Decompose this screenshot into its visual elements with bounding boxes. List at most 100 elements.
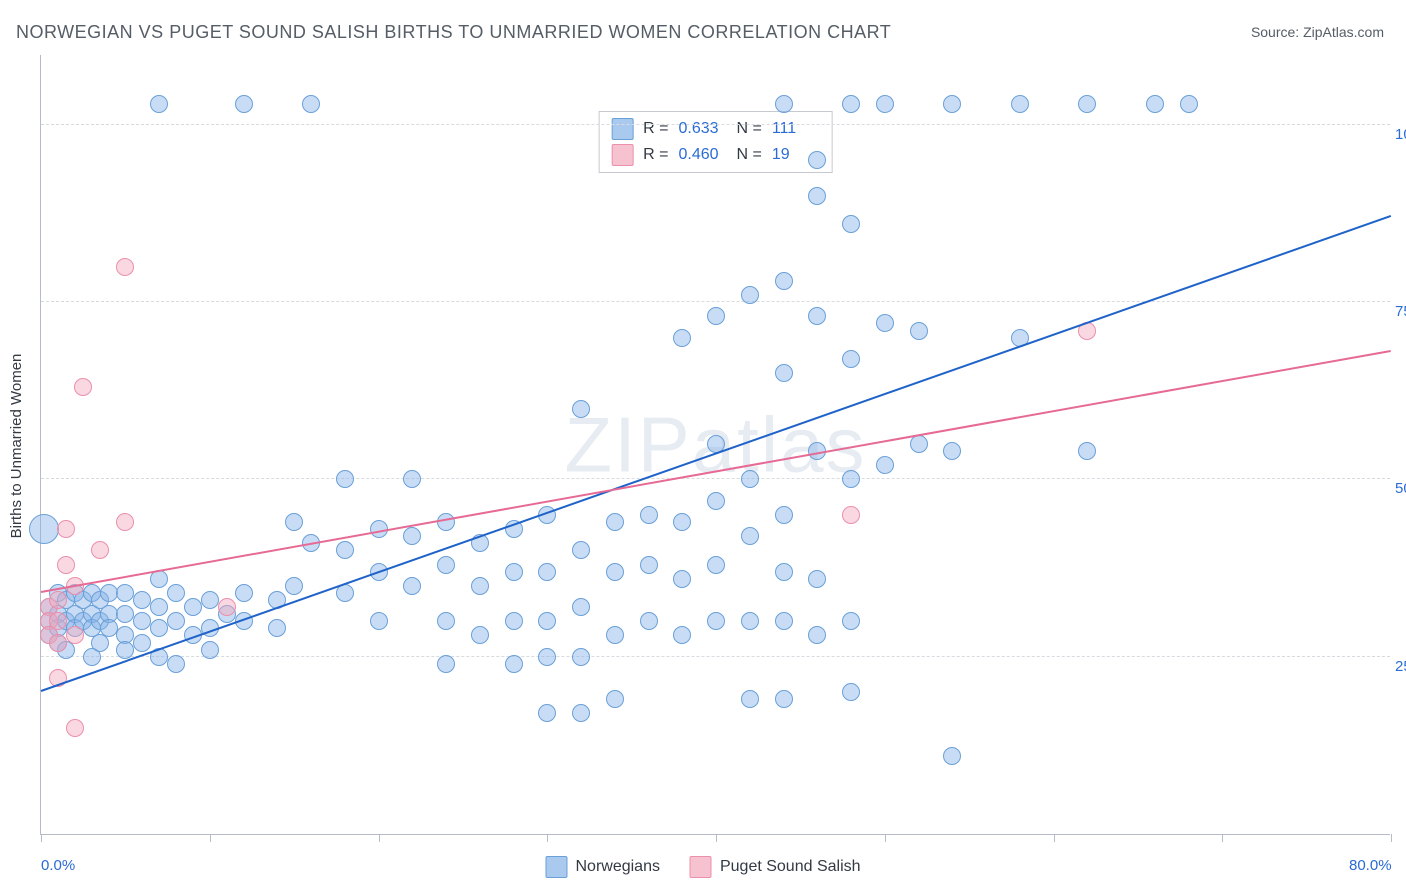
data-point <box>808 187 826 205</box>
data-point <box>201 641 219 659</box>
chart-title: NORWEGIAN VS PUGET SOUND SALISH BIRTHS T… <box>16 22 891 43</box>
data-point <box>74 378 92 396</box>
data-point <box>572 400 590 418</box>
data-point <box>285 513 303 531</box>
y-axis-label: Births to Unmarried Women <box>8 354 25 539</box>
data-point <box>775 272 793 290</box>
x-tick <box>210 834 211 842</box>
data-point <box>876 95 894 113</box>
data-point <box>741 612 759 630</box>
n-label: N = <box>737 146 762 164</box>
gridline <box>41 301 1390 302</box>
legend-bottom: Norwegians Puget Sound Salish <box>545 856 860 878</box>
gridline <box>41 478 1390 479</box>
data-point <box>842 215 860 233</box>
data-point <box>66 626 84 644</box>
data-point <box>741 286 759 304</box>
x-tick <box>547 834 548 842</box>
data-point <box>741 470 759 488</box>
data-point <box>235 95 253 113</box>
swatch-blue-icon <box>545 856 567 878</box>
data-point <box>150 619 168 637</box>
legend-item-norwegians: Norwegians <box>545 856 659 878</box>
data-point <box>437 556 455 574</box>
data-point <box>673 513 691 531</box>
data-point <box>943 95 961 113</box>
data-point <box>116 513 134 531</box>
stat-row-norwegians: R = 0.633 N = 111 <box>611 116 820 142</box>
data-point <box>842 506 860 524</box>
x-tick <box>1222 834 1223 842</box>
data-point <box>1078 95 1096 113</box>
data-point <box>471 577 489 595</box>
data-point <box>842 350 860 368</box>
y-tick-label: 25.0% <box>1395 658 1406 675</box>
data-point <box>133 612 151 630</box>
data-point <box>808 570 826 588</box>
gridline <box>41 656 1390 657</box>
y-tick-label: 75.0% <box>1395 303 1406 320</box>
data-point <box>471 626 489 644</box>
data-point <box>572 598 590 616</box>
legend-item-salish: Puget Sound Salish <box>690 856 861 878</box>
x-tick <box>1391 834 1392 842</box>
data-point <box>775 95 793 113</box>
data-point <box>808 151 826 169</box>
data-point <box>741 690 759 708</box>
data-point <box>808 307 826 325</box>
data-point <box>100 619 118 637</box>
data-point <box>116 641 134 659</box>
data-point <box>572 541 590 559</box>
data-point <box>741 527 759 545</box>
y-tick-label: 50.0% <box>1395 480 1406 497</box>
source-label: Source: ZipAtlas.com <box>1251 24 1384 40</box>
data-point <box>606 690 624 708</box>
data-point <box>1146 95 1164 113</box>
stats-legend-box: R = 0.633 N = 111 R = 0.460 N = 19 <box>598 111 833 173</box>
data-point <box>1078 442 1096 460</box>
data-point <box>437 612 455 630</box>
data-point <box>100 584 118 602</box>
data-point <box>775 364 793 382</box>
data-point <box>505 612 523 630</box>
data-point <box>49 591 67 609</box>
data-point <box>437 513 455 531</box>
r-label: R = <box>643 146 668 164</box>
data-point <box>133 634 151 652</box>
data-point <box>673 329 691 347</box>
data-point <box>184 598 202 616</box>
chart-container: NORWEGIAN VS PUGET SOUND SALISH BIRTHS T… <box>0 0 1406 892</box>
data-point <box>437 655 455 673</box>
data-point <box>538 563 556 581</box>
data-point <box>150 95 168 113</box>
x-tick-label: 80.0% <box>1349 857 1392 874</box>
data-point <box>505 655 523 673</box>
data-point <box>640 506 658 524</box>
data-point <box>640 612 658 630</box>
n-value: 111 <box>772 120 820 138</box>
data-point <box>707 492 725 510</box>
data-point <box>572 704 590 722</box>
data-point <box>606 563 624 581</box>
data-point <box>403 470 421 488</box>
swatch-pink-icon <box>690 856 712 878</box>
data-point <box>1180 95 1198 113</box>
data-point <box>808 626 826 644</box>
x-tick <box>41 834 42 842</box>
data-point <box>910 322 928 340</box>
x-tick <box>1054 834 1055 842</box>
data-point <box>572 648 590 666</box>
data-point <box>403 527 421 545</box>
data-point <box>673 626 691 644</box>
data-point <box>842 612 860 630</box>
r-value: 0.633 <box>679 120 727 138</box>
data-point <box>218 598 236 616</box>
x-tick <box>885 834 886 842</box>
data-point <box>66 719 84 737</box>
data-point <box>775 612 793 630</box>
data-point <box>606 626 624 644</box>
data-point <box>133 591 151 609</box>
x-tick-label: 0.0% <box>41 857 75 874</box>
data-point <box>49 634 67 652</box>
data-point <box>150 598 168 616</box>
